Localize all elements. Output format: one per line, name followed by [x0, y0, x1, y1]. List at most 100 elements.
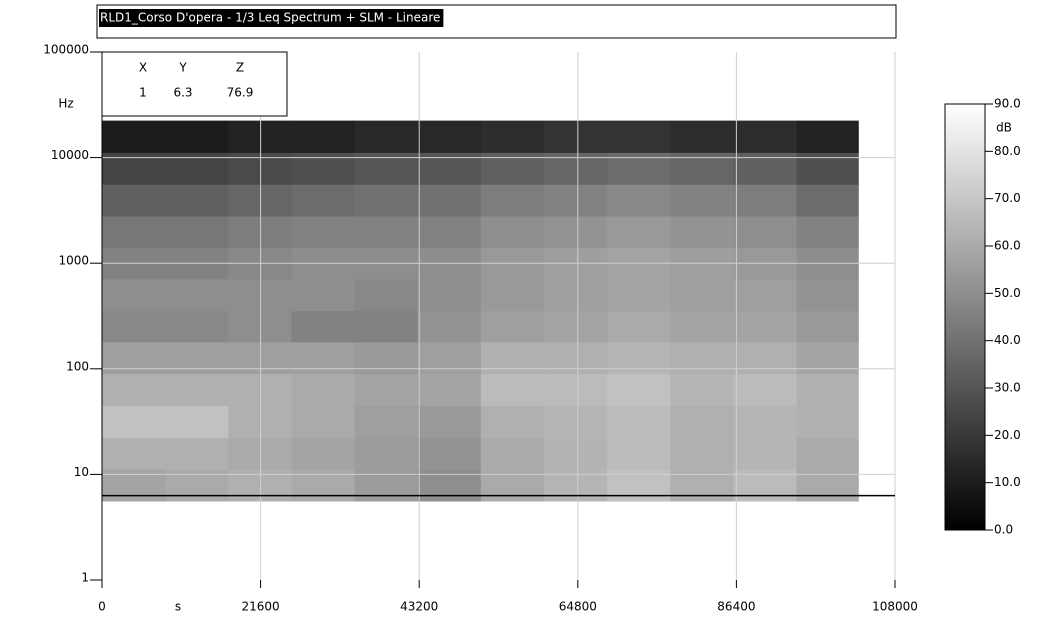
- heatmap-cell: [417, 373, 482, 406]
- heatmap-cell: [733, 310, 798, 343]
- heatmap-cell: [354, 437, 419, 470]
- cursor-header: Y: [178, 61, 187, 75]
- title-highlight: [99, 9, 444, 27]
- heatmap-cell: [417, 278, 482, 312]
- heatmap-cell: [417, 215, 482, 249]
- heatmap-cell: [102, 373, 166, 406]
- heatmap-cell: [165, 215, 229, 249]
- x-tick-label: 21600: [242, 600, 280, 614]
- heatmap-cell: [354, 405, 419, 438]
- heatmap-cell: [165, 120, 229, 153]
- cursor-value: 1: [139, 86, 147, 100]
- heatmap-cell: [480, 120, 545, 153]
- colorbar-tick-label: 40.0: [994, 333, 1021, 347]
- colorbar-tick-label: 20.0: [994, 428, 1021, 442]
- cursor-header: X: [139, 61, 147, 75]
- heatmap-cell: [544, 405, 608, 438]
- heatmap-cell: [796, 373, 859, 406]
- heatmap-cell: [102, 120, 166, 153]
- heatmap-cell: [733, 437, 798, 470]
- heatmap-cell: [165, 310, 229, 343]
- heatmap-cell: [544, 437, 608, 470]
- heatmap-cell: [354, 373, 419, 406]
- heatmap-cell: [670, 405, 734, 438]
- y-axis-label: Hz: [58, 97, 73, 111]
- colorbar-tick-label: 50.0: [994, 286, 1021, 300]
- heatmap-cell: [607, 310, 671, 343]
- heatmap-cell: [733, 405, 798, 438]
- heatmap-cell: [670, 437, 734, 470]
- heatmap-cell: [733, 184, 798, 217]
- cursor-header: Z: [236, 61, 244, 75]
- heatmap-cell: [544, 278, 608, 312]
- heatmap-cell: [291, 184, 356, 217]
- heatmap-cell: [796, 405, 859, 438]
- x-tick-label: 0: [98, 600, 106, 614]
- colorbar-tick-label: 70.0: [994, 191, 1021, 205]
- heatmap-cell: [607, 120, 671, 153]
- heatmap-cell: [607, 215, 671, 249]
- heatmap-cell: [733, 373, 798, 406]
- heatmap-cell: [796, 215, 859, 249]
- x-tick-label: 108000: [872, 600, 918, 614]
- heatmap-cell: [607, 437, 671, 470]
- heatmap-cell: [102, 184, 166, 217]
- y-tick-label: 100000: [43, 43, 89, 57]
- heatmap-cell: [417, 120, 482, 153]
- heatmap-cell: [165, 278, 229, 312]
- heatmap-cell: [291, 405, 356, 438]
- y-tick-label: 1: [81, 571, 89, 585]
- heatmap-cell: [670, 310, 734, 343]
- heatmap-cell: [733, 215, 798, 249]
- cursor-value: 6.3: [173, 86, 192, 100]
- heatmap-cell: [354, 215, 419, 249]
- cursor-value: 76.9: [227, 86, 254, 100]
- heatmap-cell: [291, 120, 356, 153]
- heatmap-cell: [796, 437, 859, 470]
- heatmap-cell: [291, 310, 356, 343]
- heatmap-cell: [102, 278, 166, 312]
- heatmap-cell: [165, 373, 229, 406]
- heatmap-cell: [796, 184, 859, 217]
- heatmap-cell: [102, 215, 166, 249]
- heatmap-cell: [796, 310, 859, 343]
- heatmap-cell: [354, 120, 419, 153]
- heatmap-cell: [480, 184, 545, 217]
- y-tick-label: 100: [66, 359, 89, 373]
- x-tick-label: 86400: [717, 600, 755, 614]
- colorbar: [944, 103, 986, 531]
- heatmap-cell: [607, 373, 671, 406]
- heatmap-cell: [480, 373, 545, 406]
- heatmap-cell: [670, 278, 734, 312]
- y-tick-label: 10000: [51, 148, 89, 162]
- heatmap-cell: [417, 405, 482, 438]
- heatmap-cell: [480, 215, 545, 249]
- heatmap-cell: [544, 215, 608, 249]
- heatmap-cell: [733, 120, 798, 153]
- x-axis-label: s: [175, 600, 181, 614]
- heatmap-cell: [480, 310, 545, 343]
- heatmap-cell: [480, 278, 545, 312]
- colorbar-tick-label: 60.0: [994, 239, 1021, 253]
- heatmap-cell: [354, 310, 419, 343]
- heatmap-cell: [796, 278, 859, 312]
- heatmap-cell: [417, 184, 482, 217]
- chart-title: RLD1_Corso D'opera - 1/3 Leq Spectrum + …: [100, 11, 440, 25]
- colorbar-tick-label: 10.0: [994, 475, 1021, 489]
- heatmap-cell: [165, 405, 229, 438]
- heatmap-cell: [480, 405, 545, 438]
- heatmap-cell: [544, 120, 608, 153]
- heatmap-cell: [544, 184, 608, 217]
- heatmap-cell: [544, 310, 608, 343]
- y-tick-label: 10: [74, 465, 89, 479]
- heatmap-cell: [354, 278, 419, 312]
- heatmap-cell: [102, 405, 166, 438]
- heatmap-cell: [291, 437, 356, 470]
- heatmap-cell: [417, 310, 482, 343]
- heatmap-cell: [733, 278, 798, 312]
- heatmap-cell: [102, 437, 166, 470]
- colorbar-tick-label: 80.0: [994, 144, 1021, 158]
- cursor-box: [101, 51, 288, 117]
- x-tick-label: 64800: [559, 600, 597, 614]
- heatmap-cell: [165, 437, 229, 470]
